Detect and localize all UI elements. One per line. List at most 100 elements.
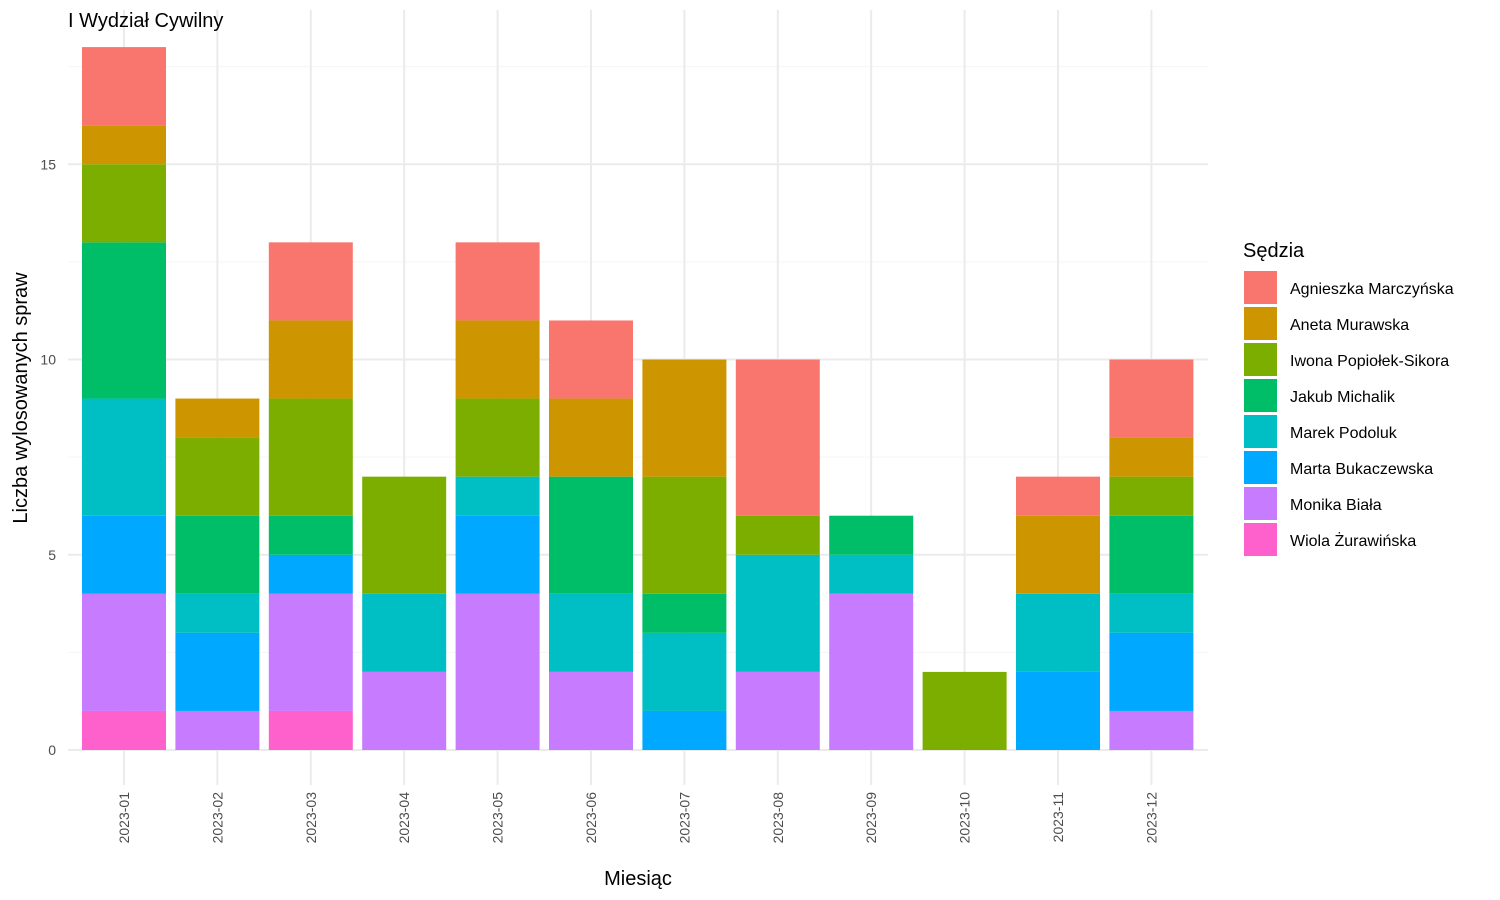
bar-segment (1109, 710, 1194, 750)
bar-segment (642, 710, 727, 750)
y-axis-ticks: 0 5 10 15 (40, 156, 56, 758)
x-tick-label: 2023-08 (770, 792, 786, 844)
bar-segment (362, 671, 447, 750)
x-tick-label: 2023-11 (1050, 792, 1066, 843)
bar-segment (1016, 515, 1100, 594)
bar-segment (362, 593, 447, 672)
bar-segment (735, 671, 820, 750)
x-tick-label: 2023-03 (303, 792, 319, 844)
legend-swatch (1244, 487, 1277, 520)
x-tick-label: 2023-09 (863, 792, 879, 844)
bar-segment (175, 515, 260, 594)
bar-segment (268, 398, 353, 516)
legend-label: Monika Biała (1290, 497, 1382, 514)
bar-segment (829, 593, 914, 750)
bar-segment (829, 554, 914, 594)
bar-segment (1109, 632, 1194, 711)
y-axis-title: Liczba wylosowanych spraw (10, 272, 32, 524)
x-tick-label: 2023-02 (209, 792, 225, 844)
bar-segment (829, 515, 914, 555)
bar-segment (268, 320, 353, 399)
bar-segment (1109, 593, 1194, 633)
x-tick-label: 2023-06 (583, 792, 599, 844)
legend-swatch (1244, 379, 1277, 412)
bar-segment (1109, 476, 1194, 516)
legend-swatch (1244, 271, 1277, 304)
x-axis-title: Miesiąc (604, 868, 672, 890)
bar-segment (82, 242, 166, 399)
y-tick-label: 0 (48, 742, 56, 758)
bar-segment (549, 320, 633, 399)
legend-label: Agnieszka Marczyńska (1290, 281, 1454, 298)
chart-title: I Wydział Cywilny (68, 10, 223, 32)
legend-label: Iwona Popiołek-Sikora (1290, 353, 1449, 370)
bar-segment (455, 593, 540, 750)
legend-label: Marta Bukaczewska (1290, 461, 1433, 478)
bar-segment (549, 398, 633, 477)
bar-segment (455, 320, 540, 399)
bar-segment (455, 398, 540, 477)
bar-segment (268, 242, 353, 321)
bar-segment (1016, 593, 1100, 672)
x-tick-label: 2023-01 (116, 792, 132, 844)
bar-segment (362, 476, 447, 594)
bar-segment (268, 710, 353, 750)
bar-segment (82, 515, 166, 594)
bar-segment (1016, 476, 1100, 516)
x-tick-label: 2023-10 (957, 792, 973, 844)
bar-segment (82, 164, 166, 243)
bar-segment (82, 710, 166, 750)
x-tick-label: 2023-07 (676, 792, 692, 844)
legend-swatch (1244, 523, 1277, 556)
bar-segment (549, 476, 633, 594)
legend-swatch (1244, 451, 1277, 484)
bar-segment (1109, 359, 1194, 438)
bar-segment (1109, 515, 1194, 594)
bar-segment (268, 515, 353, 555)
bar-segment (175, 710, 260, 750)
legend-label: Marek Podoluk (1290, 425, 1398, 442)
bar-segment (735, 554, 820, 672)
bar-segment (642, 593, 727, 633)
legend-swatch (1244, 307, 1277, 340)
bar-segment (642, 359, 727, 477)
bar-segment (1016, 671, 1100, 750)
bar-segment (82, 47, 166, 126)
y-tick-label: 15 (40, 156, 56, 172)
legend-title: Sędzia (1243, 240, 1305, 262)
y-tick-label: 5 (48, 547, 56, 563)
bar-segment (735, 359, 820, 516)
bar-segment (455, 242, 540, 321)
bar-segment (175, 398, 260, 438)
legend-label: Aneta Murawska (1290, 317, 1409, 334)
bar-segment (549, 671, 633, 750)
x-tick-label: 2023-05 (490, 792, 506, 844)
bars (82, 47, 1194, 750)
x-tick-label: 2023-12 (1143, 792, 1159, 844)
bar-segment (1109, 437, 1194, 477)
y-tick-label: 10 (40, 352, 56, 368)
legend-swatch (1244, 343, 1277, 376)
x-tick-label: 2023-04 (396, 792, 412, 844)
bar-segment (82, 593, 166, 711)
legend: Sędzia Agnieszka Marczyńska Aneta Murawsk… (1243, 240, 1454, 556)
bar-segment (175, 632, 260, 711)
bar-segment (922, 671, 1007, 750)
bar-segment (642, 632, 727, 711)
bar-segment (735, 515, 820, 555)
bar-segment (549, 593, 633, 672)
bar-segment (175, 593, 260, 633)
bar-segment (82, 125, 166, 165)
bar-segment (268, 554, 353, 594)
bar-segment (455, 476, 540, 516)
bar-segment (642, 476, 727, 594)
bar-segment (175, 437, 260, 516)
bar-segment (268, 593, 353, 711)
legend-label: Jakub Michalik (1290, 389, 1396, 406)
bar-segment (82, 398, 166, 516)
x-axis-ticks: 2023-01 2023-02 2023-03 2023-04 2023-05 2023-… (116, 792, 1159, 844)
legend-label: Wiola Żurawińska (1290, 531, 1416, 550)
legend-swatch (1244, 415, 1277, 448)
bar-segment (455, 515, 540, 594)
